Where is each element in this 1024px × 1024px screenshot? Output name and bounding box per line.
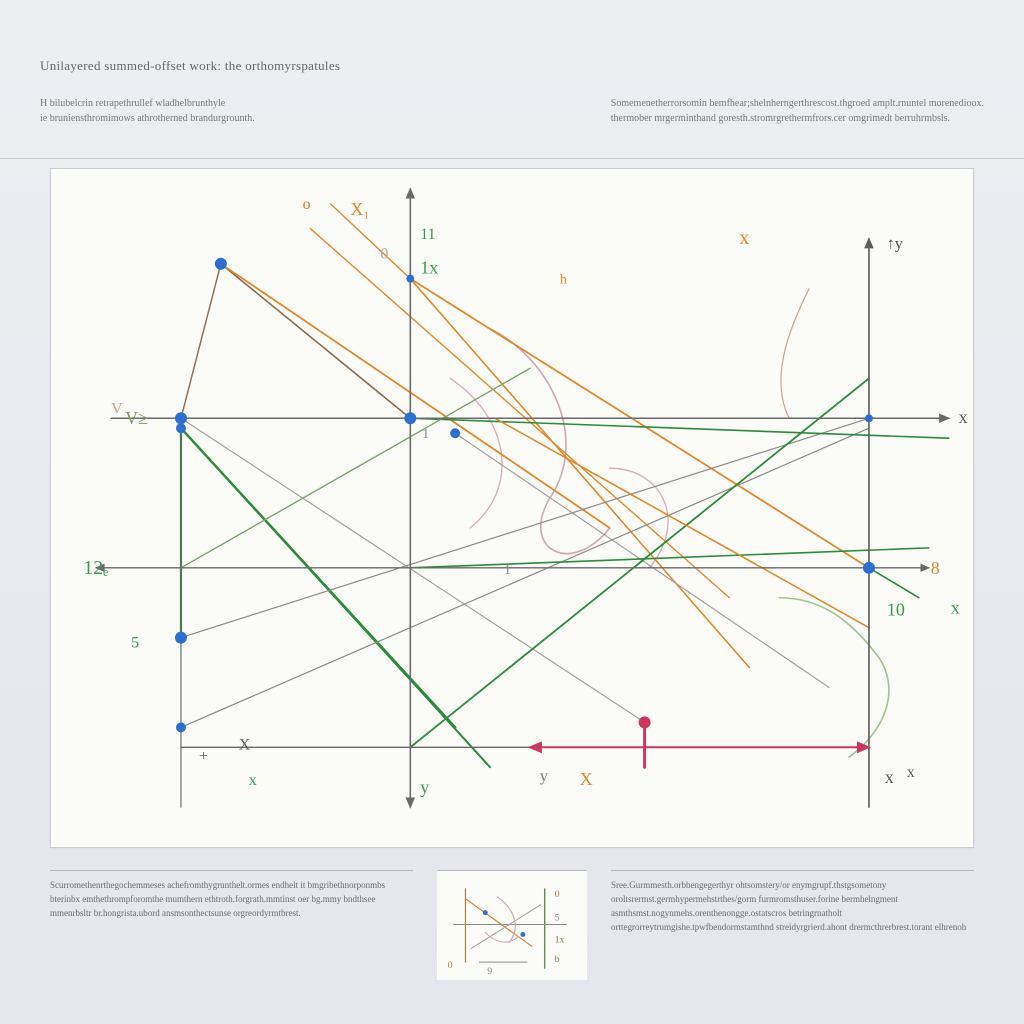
svg-text:1: 1	[504, 563, 511, 578]
svg-text:10: 10	[887, 600, 905, 620]
svg-text:V≥: V≥	[125, 408, 148, 428]
svg-text:9: 9	[487, 966, 492, 977]
main-diagram: X₁o1x110x↑yV≥Vx12ₑ8x10xxyyXx+X51h1	[51, 169, 973, 847]
footer-left-text: Scurromethenrthegochemmeses achefromthyg…	[50, 870, 413, 921]
svg-text:0: 0	[380, 246, 388, 263]
main-diagram-frame: X₁o1x110x↑yV≥Vx12ₑ8x10xxyyXx+X51h1	[50, 168, 974, 848]
svg-text:12ₑ: 12ₑ	[83, 557, 108, 579]
svg-text:o: o	[303, 196, 311, 213]
svg-text:X: X	[580, 769, 593, 789]
page-footer: Scurromethenrthegochemmeses achefromthyg…	[50, 870, 974, 980]
svg-text:1x: 1x	[555, 934, 565, 945]
footer-right-text: Sree.Gurmmesth.orbbengegerthyr ohtsomste…	[611, 870, 974, 935]
svg-text:0: 0	[555, 889, 560, 900]
subhead-row: H bilubelcrin retrapethrullef wladhelbru…	[40, 96, 984, 126]
svg-text:X: X	[239, 736, 251, 753]
svg-text:x: x	[885, 767, 894, 787]
svg-text:5: 5	[131, 635, 139, 652]
subhead-left-line1: H bilubelcrin retrapethrullef wladhelbru…	[40, 96, 255, 111]
svg-text:y: y	[420, 777, 429, 797]
svg-text:8: 8	[931, 558, 940, 578]
divider	[0, 158, 1024, 159]
svg-text:X₁: X₁	[350, 199, 369, 219]
page-header: Unilayered summed-offset work: the ortho…	[40, 58, 984, 126]
subhead-right-line1: Somemenetherrorsomin bemfhear;shelnherng…	[611, 96, 984, 111]
svg-text:x: x	[249, 772, 257, 789]
svg-text:+: +	[199, 748, 208, 765]
svg-text:↑y: ↑y	[887, 236, 903, 253]
subhead-left-line2: ie bruniensthromimows athrotherned brand…	[40, 111, 255, 126]
svg-text:5: 5	[555, 913, 560, 924]
svg-text:x: x	[739, 227, 749, 249]
svg-text:1: 1	[422, 427, 429, 442]
svg-text:h: h	[560, 273, 567, 288]
subhead-right: Somemenetherrorsomin bemfhear;shelnherng…	[611, 96, 984, 126]
svg-text:x: x	[907, 764, 915, 781]
page-title: Unilayered summed-offset work: the ortho…	[40, 58, 984, 74]
subhead-right-line2: thermober mrgerminthand goresth.stromrgr…	[611, 111, 984, 126]
subhead-left: H bilubelcrin retrapethrullef wladhelbru…	[40, 96, 255, 126]
svg-text:11: 11	[420, 226, 435, 243]
thumbnail-diagram: 0 5 1x b 0 9	[437, 877, 587, 980]
svg-text:1x: 1x	[420, 258, 438, 278]
footer-thumbnail: 0 5 1x b 0 9	[437, 870, 587, 980]
svg-text:y: y	[540, 768, 548, 785]
svg-text:b: b	[555, 954, 560, 965]
svg-text:x: x	[959, 407, 968, 427]
svg-text:x: x	[951, 598, 960, 618]
svg-text:0: 0	[448, 960, 453, 971]
svg-text:V: V	[111, 400, 123, 417]
